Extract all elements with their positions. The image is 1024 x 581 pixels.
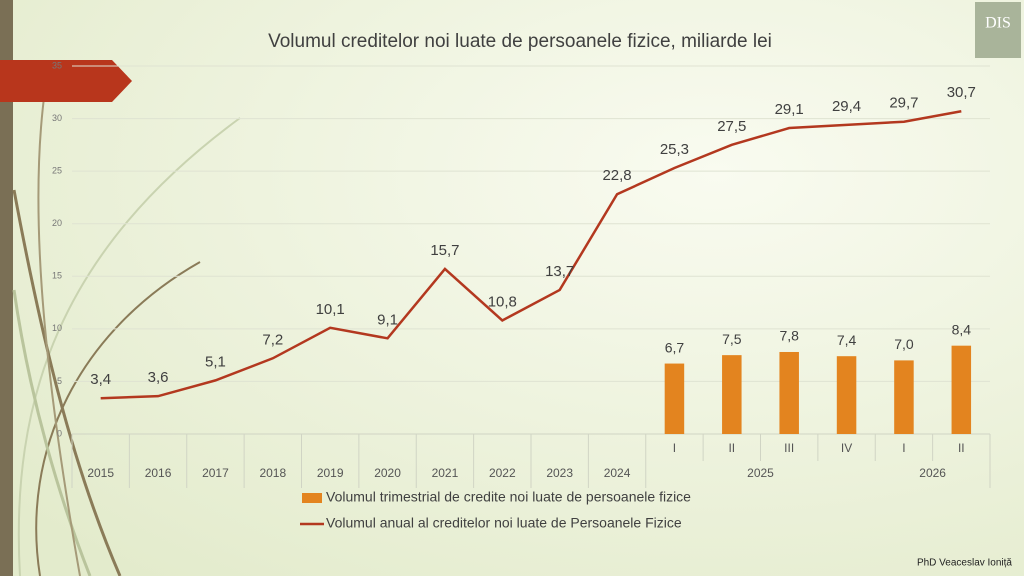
decor-curve (35, 261, 201, 577)
x-tick-label: 2015 (87, 466, 114, 480)
data-label: 7,5 (722, 331, 742, 347)
y-tick-label: 10 (52, 323, 62, 333)
data-label: 22,8 (602, 167, 631, 184)
side-strip (0, 0, 13, 576)
legend-label: Volumul trimestrial de credite noi luate… (326, 489, 691, 505)
data-label: 10,8 (488, 293, 517, 310)
data-label: 7,0 (894, 336, 914, 352)
y-tick-label: 15 (52, 271, 62, 281)
legend-label: Volumul anual al creditelor noi luate de… (326, 515, 682, 531)
data-label: 7,4 (837, 332, 857, 348)
data-label: 5,1 (205, 353, 226, 370)
group-label: 2026 (919, 466, 946, 480)
y-tick-label: 20 (52, 218, 62, 228)
x-tick-label: 2024 (604, 466, 631, 480)
y-tick-label: 5 (57, 376, 62, 386)
red-banner (0, 60, 132, 102)
author: PhD Veaceslav Ioniță (917, 558, 1012, 569)
bar (894, 360, 914, 434)
data-label: 27,5 (717, 118, 746, 135)
x-tick-label: III (784, 441, 794, 455)
data-label: 30,7 (947, 84, 976, 101)
x-tick-label: 2019 (317, 466, 344, 480)
data-label: 3,4 (90, 371, 111, 388)
data-label: 29,4 (832, 98, 861, 115)
data-label: 13,7 (545, 263, 574, 280)
data-label: 15,7 (430, 242, 459, 259)
x-tick-label: I (673, 441, 676, 455)
data-label: 7,8 (779, 328, 799, 344)
chart-title: Volumul creditelor noi luate de persoane… (268, 31, 772, 52)
x-tick-label: 2023 (546, 466, 573, 480)
x-tick-label: II (958, 441, 965, 455)
data-label: 3,6 (148, 369, 169, 386)
data-label: 29,7 (889, 95, 918, 112)
decor-curve (12, 189, 122, 577)
data-label: 7,2 (262, 331, 283, 348)
x-tick-label: 2022 (489, 466, 516, 480)
x-tick-label: 2021 (432, 466, 459, 480)
line (100, 109, 962, 400)
decor-curve (12, 289, 92, 577)
x-tick-label: 2016 (145, 466, 172, 480)
bar (779, 351, 799, 434)
logo-box (975, 2, 1021, 58)
bar (951, 345, 972, 434)
bar (836, 356, 857, 434)
bar (722, 355, 742, 434)
data-label: 29,1 (775, 101, 804, 118)
x-tick-label: IV (841, 441, 852, 455)
group-label: 2025 (747, 466, 774, 480)
x-tick-label: 2020 (374, 466, 401, 480)
data-label: 6,7 (665, 339, 685, 355)
data-label: 8,4 (952, 321, 972, 337)
y-tick-label: 0 (57, 428, 62, 438)
data-label: 25,3 (660, 141, 689, 158)
y-tick-label: 30 (52, 113, 62, 123)
x-tick-label: 2018 (259, 466, 286, 480)
data-label: 9,1 (377, 311, 398, 328)
decor-curve (17, 117, 241, 577)
bar (664, 363, 685, 434)
x-tick-label: 2017 (202, 466, 229, 480)
x-tick-label: I (902, 441, 905, 455)
logo: DIS (985, 15, 1011, 32)
x-tick-label: II (728, 441, 735, 455)
decor-curve (37, 89, 81, 577)
y-tick-label: 25 (52, 166, 62, 176)
data-label: 10,1 (316, 301, 345, 318)
legend-swatch (302, 493, 322, 503)
y-tick-label: 35 (52, 60, 62, 70)
